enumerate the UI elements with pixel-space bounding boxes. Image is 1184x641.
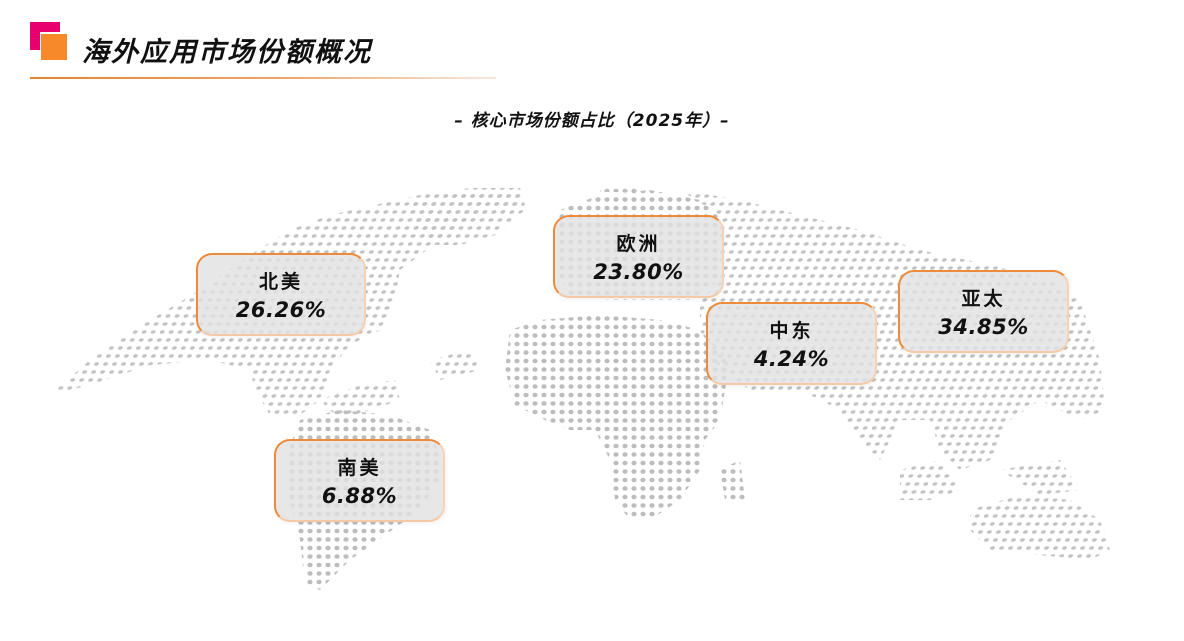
title-divider — [30, 77, 496, 79]
australia-dots — [970, 495, 1110, 560]
region-share-value: 4.24% — [753, 347, 830, 371]
region-name: 中东 — [769, 320, 814, 342]
region-name: 亚太 — [961, 288, 1006, 310]
region-share-value: 6.88% — [321, 484, 398, 508]
region-share-value: 26.26% — [235, 298, 327, 322]
region-card-north-america: 北美 26.26% — [196, 253, 366, 336]
asia-dots — [680, 190, 1105, 470]
region-name: 南美 — [337, 457, 382, 479]
logo-squares-icon — [30, 20, 68, 62]
chart-subtitle: – 核心市场份额占比（2025年）– — [454, 111, 730, 131]
region-card-south-america: 南美 6.88% — [274, 439, 445, 522]
region-name: 欧洲 — [616, 233, 661, 255]
africa-dots — [505, 315, 745, 520]
region-share-value: 23.80% — [593, 260, 684, 284]
sea-islands-dots — [900, 460, 1080, 500]
region-card-europe: 欧洲 23.80% — [553, 215, 724, 298]
region-share-value: 34.85% — [938, 315, 1029, 339]
page-title: 海外应用市场份额概况 — [82, 37, 372, 68]
region-card-middle-east: 中东 4.24% — [706, 302, 877, 385]
greenland-dots — [410, 188, 525, 245]
region-card-asia-pacific: 亚太 34.85% — [898, 270, 1069, 353]
region-name: 北美 — [258, 271, 303, 293]
page-header: 海外应用市场份额概况 — [30, 20, 500, 80]
